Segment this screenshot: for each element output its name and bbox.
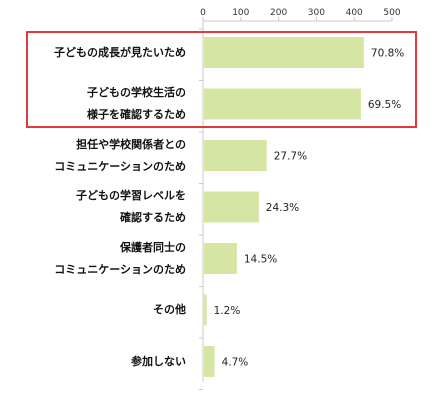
category-label: 子どもの学校生活の 様子を確認するため xyxy=(6,82,186,126)
x-tick-label: 500 xyxy=(383,8,400,18)
category-label-line: コミュニケーションのため xyxy=(54,159,186,173)
category-label-line: 子どもの学習レベルを xyxy=(76,189,186,202)
category-label-line: 保護者同士の xyxy=(120,240,186,254)
category-label-line: その他 xyxy=(153,303,186,316)
data-label: 1.2% xyxy=(214,305,241,317)
category-label: 担任や学校関係者とのコミュニケーションのため xyxy=(6,134,186,178)
bar xyxy=(204,37,364,68)
data-label: 24.3% xyxy=(266,202,299,214)
category-label: その他 xyxy=(6,299,186,321)
bar xyxy=(204,140,267,171)
category-label-line: コミュニケーションのため xyxy=(54,262,186,276)
category-label: 参加しない xyxy=(6,351,186,373)
category-label: 子どもの成長が見たいため xyxy=(6,42,186,64)
bar xyxy=(204,294,207,326)
data-label: 14.5% xyxy=(244,254,277,266)
bar xyxy=(204,346,215,377)
x-tick-label: 0 xyxy=(200,8,206,18)
category-label-line: 確認するため xyxy=(120,211,186,224)
category-label-line: 担任や学校関係者との xyxy=(76,137,186,151)
bar xyxy=(204,88,361,120)
bar xyxy=(204,243,237,274)
x-tick-label: 200 xyxy=(270,8,287,18)
category-label: 保護者同士のコミュニケーションのため xyxy=(6,237,186,281)
x-tick-label: 100 xyxy=(232,8,249,18)
category-label-line: 参加しない xyxy=(131,354,186,368)
category-label-line: 子どもの学校生活の xyxy=(87,86,186,99)
category-label: 子どもの学習レベルを確認するため xyxy=(6,185,186,229)
highlight-box xyxy=(26,31,417,128)
x-tick-label: 300 xyxy=(308,8,325,18)
bar xyxy=(204,191,259,223)
data-label: 70.8% xyxy=(371,48,404,60)
x-tick-label: 400 xyxy=(346,8,363,18)
data-label: 4.7% xyxy=(222,357,249,369)
data-label: 27.7% xyxy=(274,151,307,163)
category-label-line: 子どもの成長が見たいため xyxy=(54,45,186,59)
category-label-line: 様子を確認するため xyxy=(87,108,186,121)
data-label: 69.5% xyxy=(368,99,401,111)
